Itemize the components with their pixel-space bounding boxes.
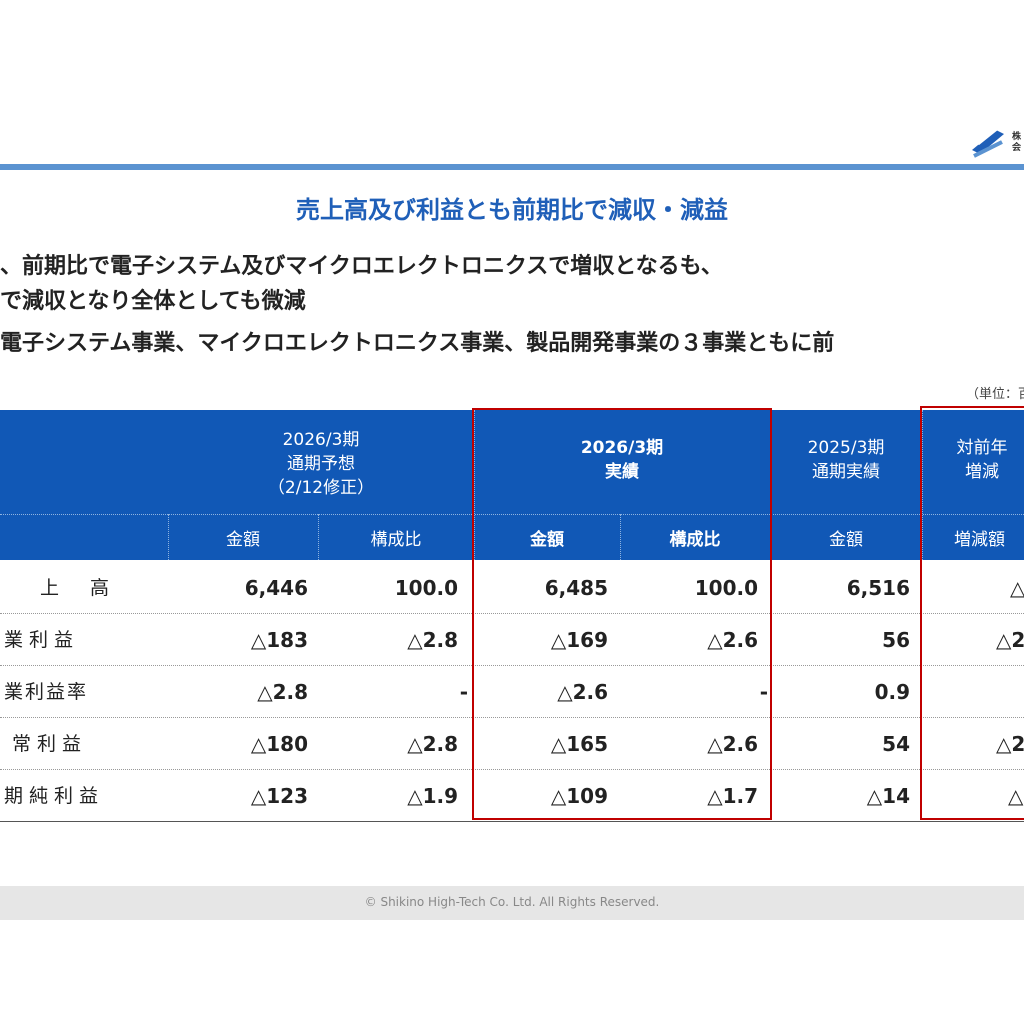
table-cell: 54 <box>882 732 910 756</box>
row-label: 常利益 <box>12 733 88 755</box>
table-cell: 0.9 <box>874 680 910 704</box>
table-cell: △2 <box>996 628 1024 652</box>
summary-line-2: で減収となり全体としても微減 <box>0 289 306 314</box>
table-cell: △180 <box>250 732 308 756</box>
table-row: 常利益 △180 △2.8 △165 △2.6 54 △2 <box>0 718 1024 770</box>
footer-bar: © Shikino High-Tech Co. Ltd. All Rights … <box>0 886 1024 920</box>
highlight-box-actual <box>472 408 772 820</box>
table-cell: - <box>759 680 768 704</box>
table-row: 業利益率 △2.8 - △2.6 - 0.9 <box>0 666 1024 718</box>
col-group-forecast: 2026/3期 通期予想 （2/12修正） <box>267 430 375 498</box>
summary-line-3: 電子システム事業、マイクロエレクトロニクス事業、製品開発事業の３事業ともに前 <box>0 331 835 356</box>
table-cell: 100.0 <box>394 576 458 600</box>
subheader-ratio: 構成比 <box>669 530 721 550</box>
table-cell: 6,485 <box>544 576 608 600</box>
header-col-divider <box>620 514 621 560</box>
header-col-divider <box>922 410 923 560</box>
page-title: 売上高及び利益とも前期比で減収・減益 <box>296 196 728 224</box>
table-cell: △109 <box>550 784 608 808</box>
table-cell: △ <box>1008 784 1024 808</box>
row-label: 期純利益 <box>4 785 105 807</box>
table-cell: △ <box>1010 576 1024 600</box>
highlight-box-yoy <box>920 406 1024 820</box>
table-cell: △165 <box>550 732 608 756</box>
table-row: 上 高 6,446 100.0 6,485 100.0 6,516 △ <box>0 562 1024 614</box>
summary-line-1: 、前期比で電子システム及びマイクロエレクトロニクスで増収となるも、 <box>0 254 723 279</box>
company-logo-icon <box>972 126 1004 158</box>
table-cell: △123 <box>250 784 308 808</box>
table-cell: △2.8 <box>407 732 458 756</box>
subheader-amount: 金額 <box>226 530 260 550</box>
header-col-divider <box>168 514 169 560</box>
row-label: 業利益 <box>4 629 80 651</box>
copyright-text: © Shikino High-Tech Co. Ltd. All Rights … <box>364 895 660 909</box>
table-cell: 100.0 <box>694 576 758 600</box>
table-cell: △2.8 <box>407 628 458 652</box>
company-name-fragment: 株 会 <box>1012 132 1022 153</box>
table-cell: △14 <box>866 784 910 808</box>
subheader-change: 増減額 <box>954 530 1005 550</box>
col-group-yoy: 対前年 増減 <box>956 438 1008 482</box>
table-cell: △1.9 <box>407 784 458 808</box>
table-row: 業利益 △183 △2.8 △169 △2.6 56 △2 <box>0 614 1024 666</box>
col-group-actual: 2026/3期 実績 <box>580 438 664 482</box>
subheader-amount: 金額 <box>829 530 863 550</box>
subheader-amount: 金額 <box>530 530 564 550</box>
col-group-prev-year: 2025/3期 通期実績 <box>807 438 885 482</box>
table-cell: 6,516 <box>846 576 910 600</box>
header-col-divider <box>474 410 475 560</box>
table-cell: △2.6 <box>707 628 758 652</box>
table-cell: △183 <box>250 628 308 652</box>
table-cell: △2 <box>996 732 1024 756</box>
table-cell: △2.6 <box>707 732 758 756</box>
row-label: 業利益率 <box>4 681 89 703</box>
unit-label: （単位：百 <box>966 387 1024 402</box>
table-cell: - <box>459 680 468 704</box>
subheader-ratio: 構成比 <box>370 530 422 550</box>
table-cell: △2.6 <box>557 680 608 704</box>
table-row: 期純利益 △123 △1.9 △109 △1.7 △14 △ <box>0 770 1024 822</box>
row-label: 上 高 <box>40 577 116 599</box>
header-col-divider <box>318 514 319 560</box>
table-cell: 6,446 <box>244 576 308 600</box>
header-divider <box>0 514 1024 515</box>
table-cell: △1.7 <box>707 784 758 808</box>
table-cell: 56 <box>882 628 910 652</box>
table-cell: △169 <box>550 628 608 652</box>
header-bar <box>0 164 1024 170</box>
table-cell: △2.8 <box>257 680 308 704</box>
table-header <box>0 410 1024 560</box>
